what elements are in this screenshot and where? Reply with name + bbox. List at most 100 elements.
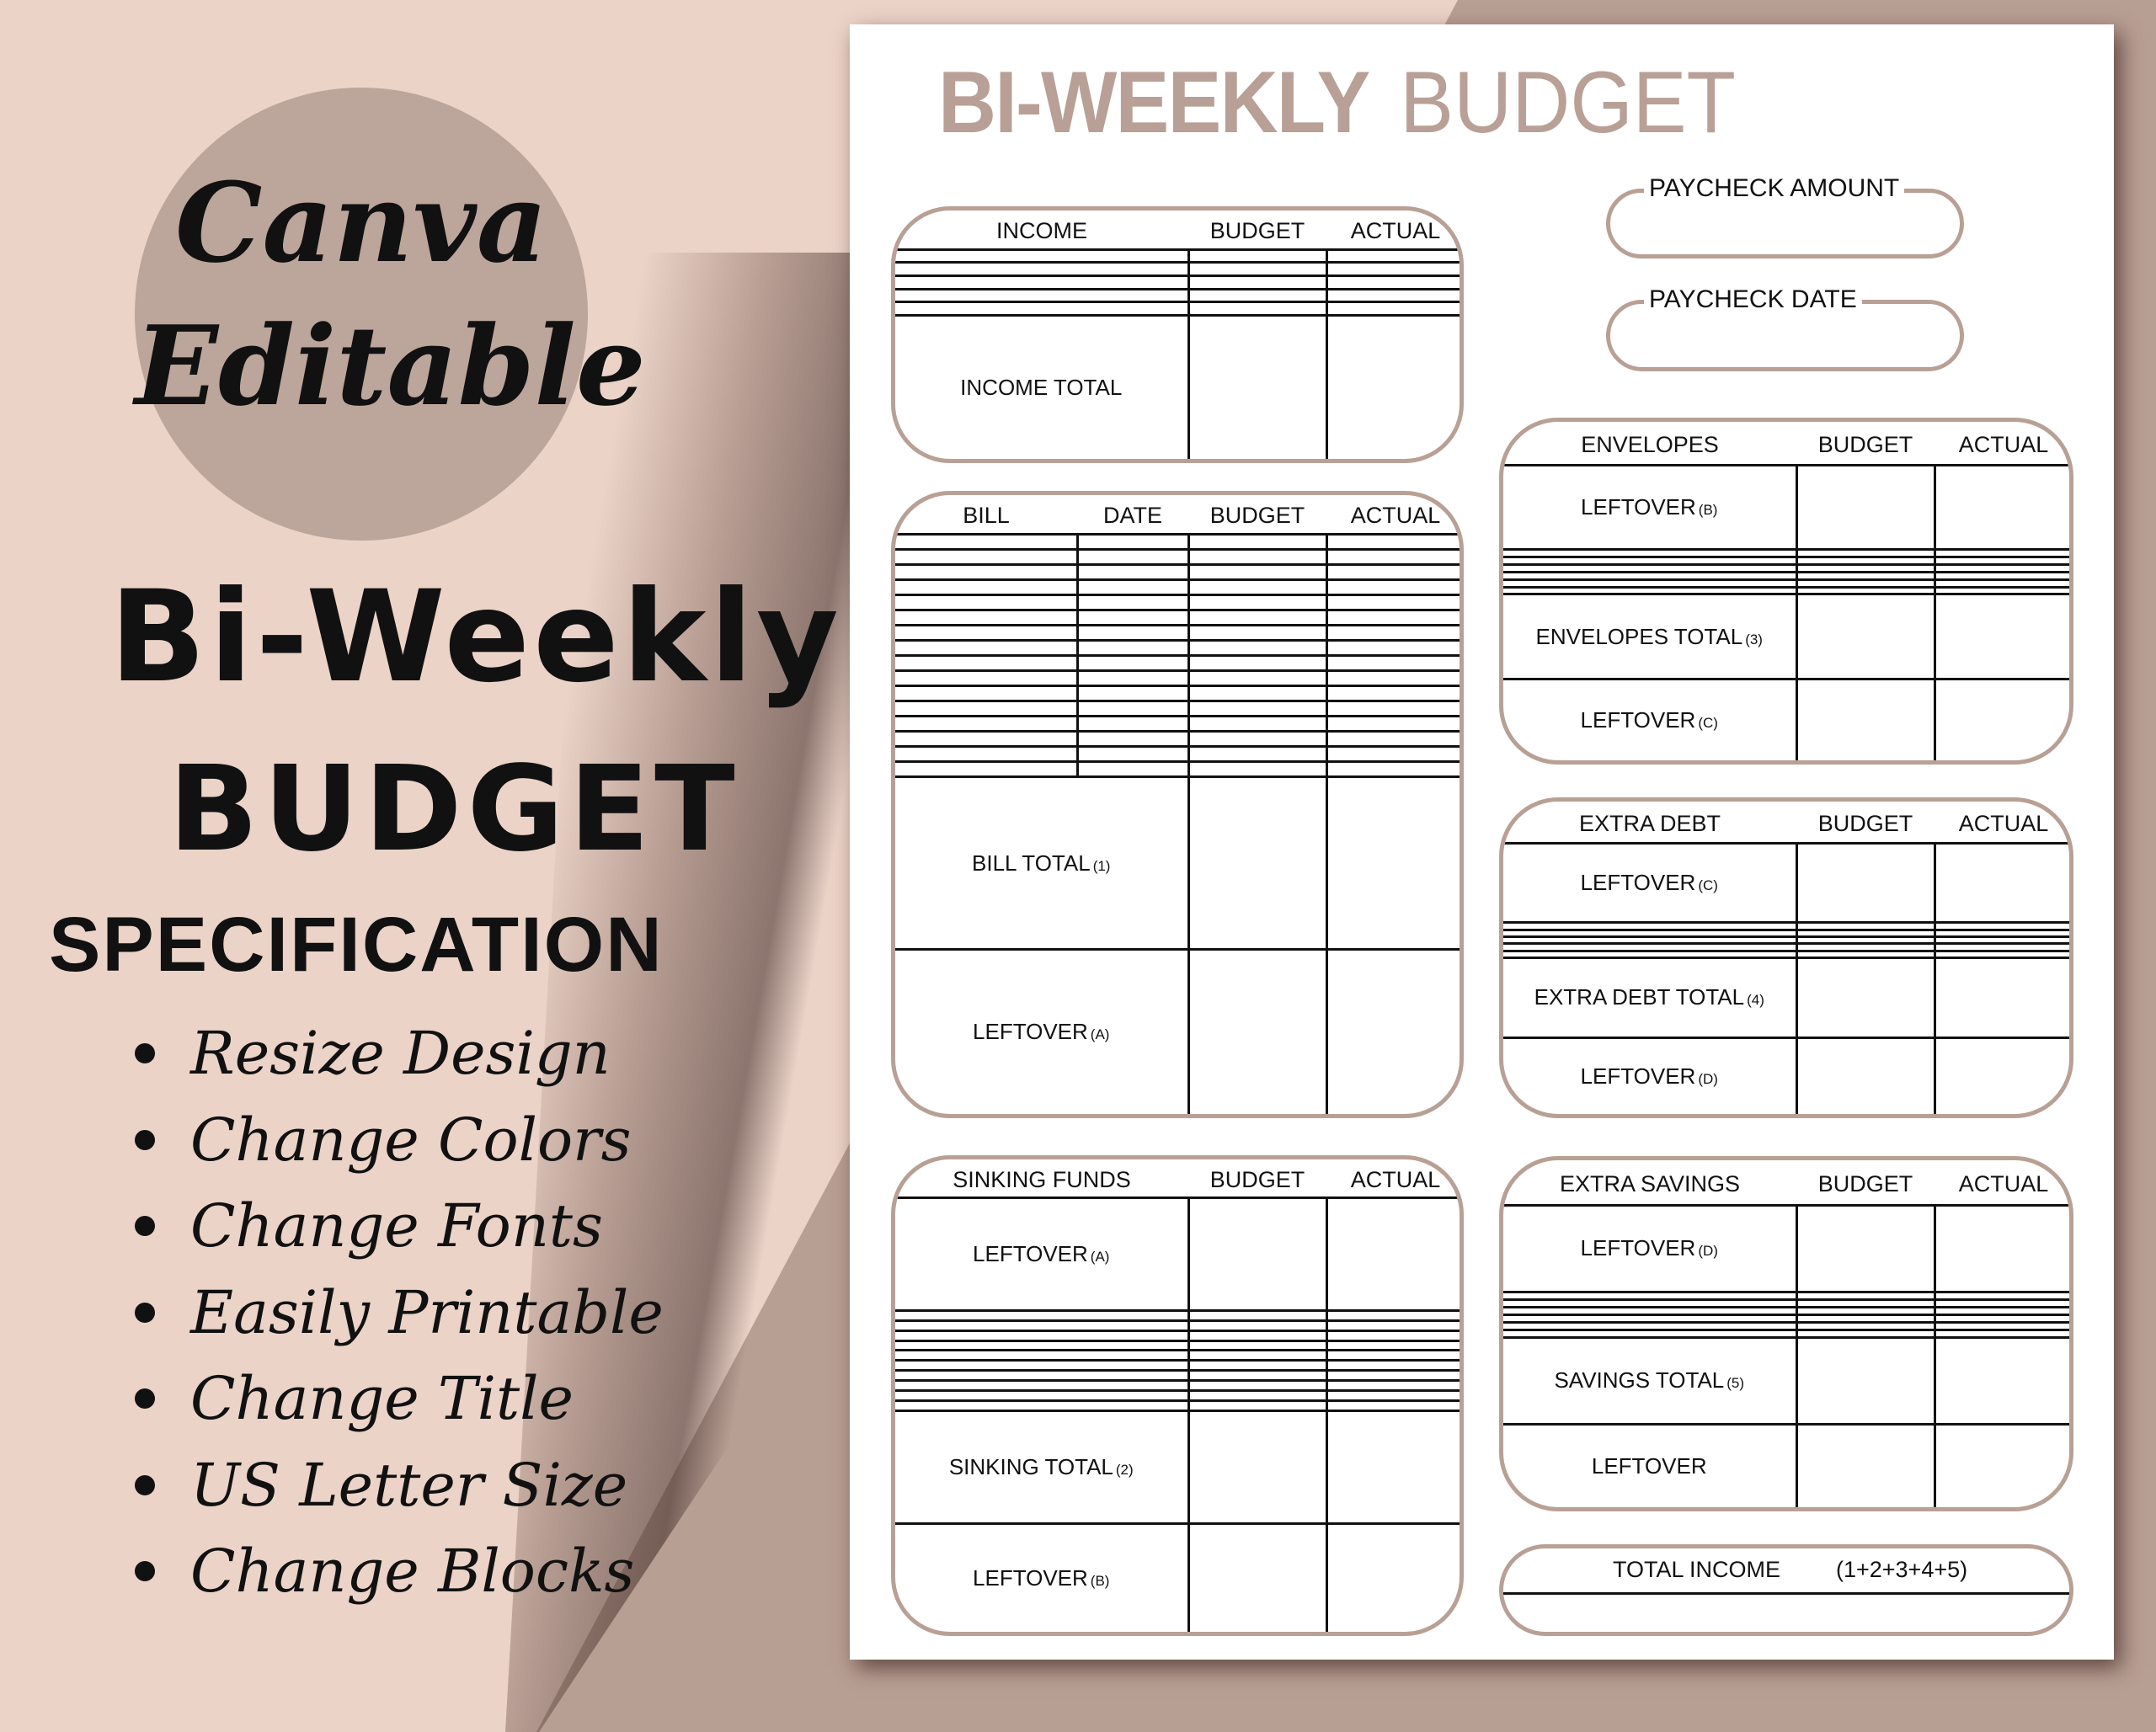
row-label-cell[interactable]: SINKING TOTAL (2) xyxy=(895,1409,1188,1524)
row-label-cell[interactable] xyxy=(895,730,1077,747)
input-cell[interactable] xyxy=(1075,593,1188,610)
row-label-cell[interactable]: SAVINGS TOTAL (5) xyxy=(1503,1335,1796,1425)
input-cell[interactable] xyxy=(1933,570,2069,580)
row-label-cell[interactable] xyxy=(1503,556,1796,565)
row-label-cell[interactable] xyxy=(1503,1328,1796,1338)
row-label-cell[interactable] xyxy=(895,1329,1188,1340)
input-cell[interactable] xyxy=(1075,638,1188,656)
input-cell[interactable] xyxy=(1933,678,2069,760)
row-label-cell[interactable] xyxy=(895,1319,1188,1331)
input-cell[interactable] xyxy=(1187,261,1326,276)
input-cell[interactable] xyxy=(1075,623,1188,641)
row-label-cell[interactable] xyxy=(895,1369,1188,1381)
input-cell[interactable] xyxy=(1795,921,1935,930)
input-cell[interactable] xyxy=(1187,1308,1326,1321)
input-cell[interactable] xyxy=(1325,1388,1460,1401)
input-cell[interactable] xyxy=(1933,921,2069,930)
input-cell[interactable] xyxy=(1933,1422,2069,1507)
input-cell[interactable] xyxy=(1187,715,1326,732)
paycheck-date-field[interactable]: PAYCHECK DATE xyxy=(1606,285,1964,371)
input-cell[interactable] xyxy=(1795,935,1935,944)
row-label-cell[interactable] xyxy=(895,261,1188,276)
input-cell[interactable] xyxy=(1795,562,1935,573)
row-label-cell[interactable]: LEFTOVER (A) xyxy=(895,1196,1188,1311)
input-cell[interactable] xyxy=(1187,947,1326,1114)
input-cell[interactable] xyxy=(1933,1328,2069,1338)
input-cell[interactable] xyxy=(1325,248,1460,263)
row-label-cell[interactable] xyxy=(1503,935,1796,944)
input-cell[interactable] xyxy=(1933,463,2069,550)
input-cell[interactable] xyxy=(1325,947,1460,1114)
input-cell[interactable] xyxy=(1795,1320,1935,1330)
input-cell[interactable] xyxy=(1325,638,1460,656)
row-label-cell[interactable]: LEFTOVER (D) xyxy=(1503,1036,1796,1114)
input-cell[interactable] xyxy=(1325,1308,1460,1321)
input-cell[interactable] xyxy=(1187,638,1326,656)
input-cell[interactable] xyxy=(1933,562,2069,573)
input-cell[interactable] xyxy=(1325,1196,1460,1311)
input-cell[interactable] xyxy=(1187,314,1326,459)
input-cell[interactable] xyxy=(1795,1422,1935,1507)
input-cell[interactable] xyxy=(1325,562,1460,580)
row-label-cell[interactable]: LEFTOVER xyxy=(1503,1422,1796,1507)
row-label-cell[interactable] xyxy=(895,608,1077,626)
input-cell[interactable] xyxy=(1325,1378,1460,1391)
input-cell[interactable] xyxy=(1933,928,2069,937)
row-label-cell[interactable] xyxy=(1503,570,1796,580)
row-label-cell[interactable] xyxy=(1503,928,1796,937)
input-cell[interactable] xyxy=(1187,1339,1326,1351)
input-cell[interactable] xyxy=(1187,1319,1326,1331)
input-cell[interactable] xyxy=(1795,1328,1935,1338)
row-label-cell[interactable]: LEFTOVER (D) xyxy=(1503,1203,1796,1292)
row-label-cell[interactable]: LEFTOVER (A) xyxy=(895,947,1188,1114)
input-cell[interactable] xyxy=(1075,547,1188,565)
input-cell[interactable] xyxy=(1325,532,1460,550)
row-label-cell[interactable] xyxy=(895,274,1188,290)
input-cell[interactable] xyxy=(1933,1313,2069,1323)
input-cell[interactable] xyxy=(1325,287,1460,302)
input-cell[interactable] xyxy=(1795,841,1935,923)
input-cell[interactable] xyxy=(1795,957,1935,1038)
input-cell[interactable] xyxy=(1933,935,2069,944)
input-cell[interactable] xyxy=(1795,678,1935,760)
row-label-cell[interactable]: INCOME TOTAL xyxy=(895,314,1188,459)
input-cell[interactable] xyxy=(1187,1409,1326,1524)
input-cell[interactable] xyxy=(1187,578,1326,595)
input-cell[interactable] xyxy=(1187,684,1326,701)
input-cell[interactable] xyxy=(1325,301,1460,316)
input-cell[interactable] xyxy=(1325,745,1460,762)
row-label-cell[interactable] xyxy=(895,562,1077,580)
input-cell[interactable] xyxy=(1187,562,1326,580)
row-label-cell[interactable]: LEFTOVER (C) xyxy=(1503,841,1796,923)
input-cell[interactable] xyxy=(1933,1298,2069,1308)
input-cell[interactable] xyxy=(1795,1203,1935,1292)
row-label-cell[interactable] xyxy=(895,1399,1188,1411)
input-cell[interactable] xyxy=(1075,578,1188,595)
input-cell[interactable] xyxy=(1325,1521,1460,1632)
row-label-cell[interactable]: LEFTOVER (C) xyxy=(1503,678,1796,760)
input-cell[interactable] xyxy=(1187,301,1326,316)
row-label-cell[interactable] xyxy=(1503,1313,1796,1323)
input-cell[interactable] xyxy=(1187,669,1326,686)
input-cell[interactable] xyxy=(1187,653,1326,671)
input-cell[interactable] xyxy=(1075,715,1188,732)
row-label-cell[interactable] xyxy=(1503,942,1796,951)
row-label-cell[interactable] xyxy=(895,1308,1188,1321)
row-label-cell[interactable] xyxy=(895,1359,1188,1371)
row-label-cell[interactable] xyxy=(895,760,1077,777)
row-label-cell[interactable] xyxy=(1503,548,1796,557)
input-cell[interactable] xyxy=(1187,1349,1326,1361)
input-cell[interactable] xyxy=(1933,1320,2069,1330)
input-cell[interactable] xyxy=(1933,593,2069,679)
row-label-cell[interactable] xyxy=(1503,1298,1796,1308)
input-cell[interactable] xyxy=(1933,1290,2069,1300)
row-label-cell[interactable] xyxy=(895,1339,1188,1351)
input-cell[interactable] xyxy=(1795,1335,1935,1425)
input-cell[interactable] xyxy=(1187,608,1326,626)
input-cell[interactable] xyxy=(1933,841,2069,923)
input-cell[interactable] xyxy=(1795,1298,1935,1308)
input-cell[interactable] xyxy=(1325,314,1460,459)
input-cell[interactable] xyxy=(1325,760,1460,777)
input-cell[interactable] xyxy=(1933,942,2069,951)
input-cell[interactable] xyxy=(1795,949,1935,958)
